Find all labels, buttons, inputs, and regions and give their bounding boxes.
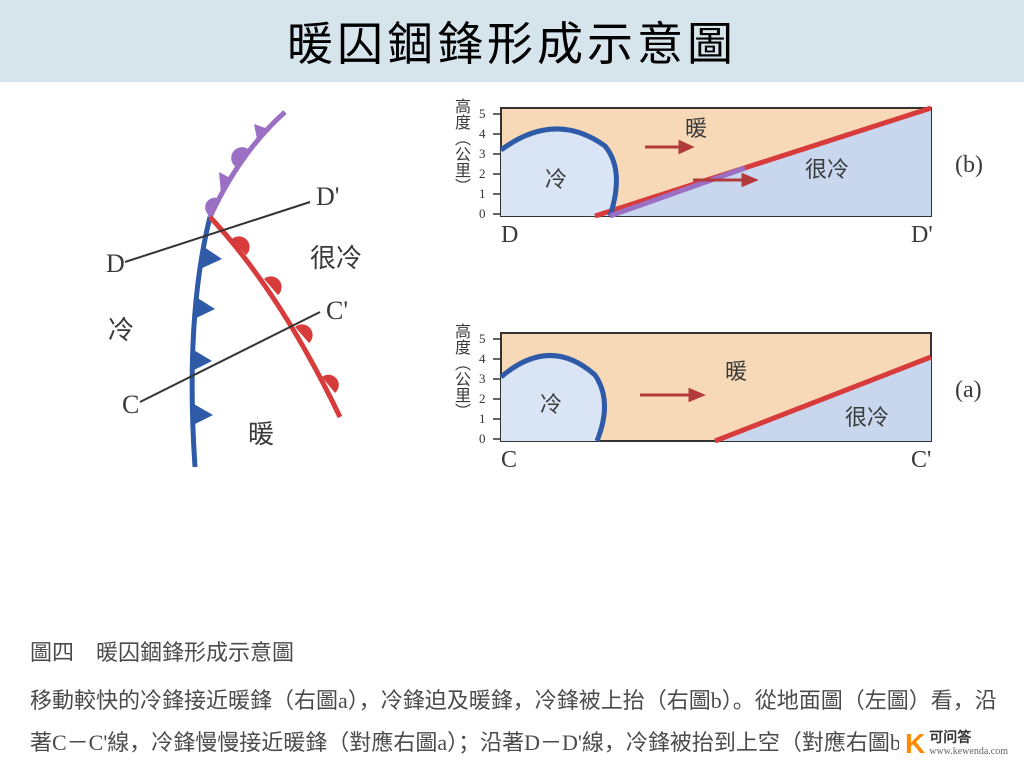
svg-text:0: 0 — [479, 206, 486, 221]
svg-text:C': C' — [911, 447, 931, 473]
svg-text:C: C — [501, 447, 517, 473]
svg-text:D: D — [106, 249, 125, 278]
y-axis-label-b: 高度 ︵公 里︶ — [455, 98, 475, 196]
svg-text:D: D — [501, 222, 518, 248]
watermark-logo-icon: K — [905, 728, 925, 760]
watermark: K 可问答 www.kewenda.com — [899, 726, 1014, 762]
svg-text:暖: 暖 — [248, 420, 274, 449]
svg-text:(a): (a) — [955, 377, 982, 403]
svg-text:C: C — [122, 390, 139, 419]
svg-text:4: 4 — [479, 126, 486, 141]
svg-text:暖: 暖 — [725, 359, 747, 384]
svg-text:冷: 冷 — [540, 392, 562, 417]
svg-text:D': D' — [316, 182, 339, 211]
svg-text:暖: 暖 — [685, 116, 707, 141]
svg-text:C': C' — [326, 296, 348, 325]
caption-title: 圖四 暖囚錮鋒形成示意圖 — [30, 632, 1004, 674]
svg-text:2: 2 — [479, 166, 486, 181]
svg-text:5: 5 — [479, 106, 486, 121]
cross-section-b: 高度 ︵公 里︶ 5 4 3 2 1 0 冷 暖 — [445, 92, 1005, 282]
page-title: 暖囚錮鋒形成示意圖 — [0, 0, 1024, 82]
svg-text:D': D' — [911, 222, 933, 248]
svg-text:0: 0 — [479, 431, 486, 446]
caption-body: 移動較快的冷鋒接近暖鋒（右圖a），冷鋒迫及暖鋒，冷鋒被上抬（右圖b）。從地面圖（… — [30, 680, 1004, 768]
svg-text:冷: 冷 — [108, 316, 134, 345]
y-axis-label-a: 高度 ︵公 里︶ — [455, 323, 475, 421]
svg-text:4: 4 — [479, 351, 486, 366]
watermark-name: 可问答 — [929, 731, 1008, 746]
svg-text:(b): (b) — [955, 152, 983, 178]
svg-text:3: 3 — [479, 146, 486, 161]
watermark-url: www.kewenda.com — [929, 746, 1008, 757]
svg-text:冷: 冷 — [545, 167, 567, 192]
svg-text:很冷: 很冷 — [805, 157, 849, 182]
svg-text:很冷: 很冷 — [845, 405, 889, 430]
diagram-content: D D' C C' 冷 暖 很冷 高度 ︵公 里︶ 5 4 3 2 1 0 — [0, 82, 1024, 632]
svg-text:5: 5 — [479, 331, 486, 346]
svg-text:2: 2 — [479, 391, 486, 406]
map-diagram: D D' C C' 冷 暖 很冷 — [10, 87, 440, 517]
caption: 圖四 暖囚錮鋒形成示意圖 移動較快的冷鋒接近暖鋒（右圖a），冷鋒迫及暖鋒，冷鋒被… — [0, 632, 1024, 768]
svg-text:3: 3 — [479, 371, 486, 386]
svg-text:1: 1 — [479, 411, 486, 426]
cross-section-a: 高度 ︵公 里︶ 5 4 3 2 1 0 冷 暖 很冷 C — [445, 317, 1005, 507]
svg-text:很冷: 很冷 — [310, 244, 362, 273]
svg-text:1: 1 — [479, 186, 486, 201]
